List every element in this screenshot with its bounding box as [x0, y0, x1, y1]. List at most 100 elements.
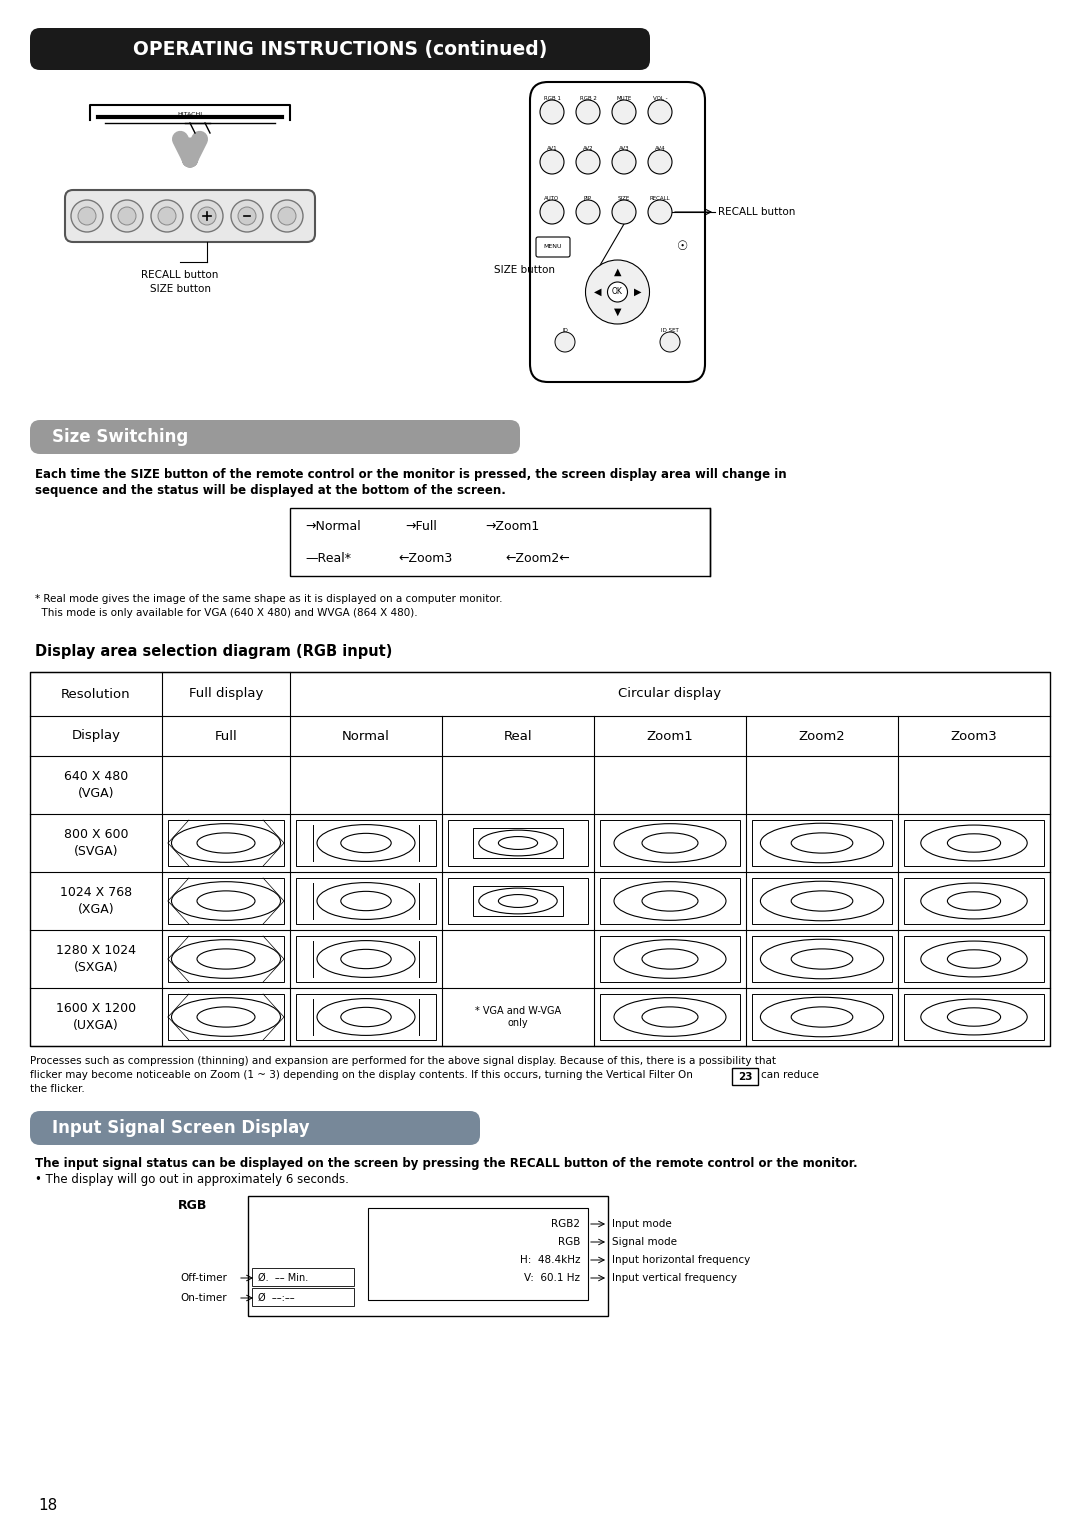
Text: HITACHI: HITACHI	[177, 113, 203, 118]
Text: VOL -: VOL -	[652, 96, 667, 101]
Text: ◀: ◀	[594, 287, 602, 296]
Text: AV1: AV1	[546, 147, 557, 151]
Text: sequence and the status will be displayed at the bottom of the screen.: sequence and the status will be displaye…	[35, 484, 505, 497]
Text: Display area selection diagram (RGB input): Display area selection diagram (RGB inpu…	[35, 643, 392, 659]
Text: H:  48.4kHz: H: 48.4kHz	[519, 1254, 580, 1265]
Circle shape	[576, 150, 600, 174]
FancyBboxPatch shape	[65, 189, 315, 241]
Text: ▼: ▼	[613, 307, 621, 316]
Text: Off-timer: Off-timer	[180, 1273, 227, 1284]
Text: →Normal: →Normal	[305, 520, 361, 532]
Text: ←Zoom2←: ←Zoom2←	[505, 552, 570, 564]
Bar	[600, 821, 740, 866]
Text: →Full: →Full	[405, 520, 437, 532]
Bar	[752, 879, 892, 924]
Bar	[473, 828, 563, 857]
Bar	[448, 879, 588, 924]
Circle shape	[191, 200, 222, 232]
Bar	[296, 995, 436, 1041]
Text: ID SET: ID SET	[661, 329, 679, 333]
Text: Ø.  –– Min.: Ø. –– Min.	[258, 1273, 308, 1284]
Circle shape	[118, 206, 136, 225]
Text: 1024 X 768
(XGA): 1024 X 768 (XGA)	[59, 886, 132, 915]
Text: ☉: ☉	[677, 240, 689, 254]
Text: OPERATING INSTRUCTIONS (continued): OPERATING INSTRUCTIONS (continued)	[133, 40, 548, 58]
Text: AV2: AV2	[583, 147, 593, 151]
Text: OK: OK	[612, 287, 623, 296]
Bar	[904, 995, 1044, 1041]
Circle shape	[585, 260, 649, 324]
Bar	[248, 1196, 608, 1316]
Text: • The display will go out in approximately 6 seconds.: • The display will go out in approximate…	[35, 1174, 349, 1186]
Text: Real: Real	[503, 729, 532, 743]
Text: Input horizontal frequency: Input horizontal frequency	[612, 1254, 751, 1265]
Bar	[600, 995, 740, 1041]
Bar	[168, 879, 284, 924]
Text: V:  60.1 Hz: V: 60.1 Hz	[524, 1273, 580, 1284]
Text: SIZE: SIZE	[618, 196, 630, 202]
Text: RGB 1: RGB 1	[543, 96, 561, 101]
Text: Zoom1: Zoom1	[647, 729, 693, 743]
Text: 1600 X 1200
(UXGA): 1600 X 1200 (UXGA)	[56, 1002, 136, 1031]
Text: —Real*: —Real*	[305, 552, 351, 564]
Text: SIZE button: SIZE button	[494, 264, 555, 275]
Text: ←Zoom3: ←Zoom3	[399, 552, 453, 564]
Bar	[296, 879, 436, 924]
Text: flicker may become noticeable on Zoom (1 ~ 3) depending on the display contents.: flicker may become noticeable on Zoom (1…	[30, 1070, 693, 1080]
Text: Full: Full	[215, 729, 238, 743]
Bar	[904, 937, 1044, 983]
Bar	[296, 937, 436, 983]
Circle shape	[158, 206, 176, 225]
Circle shape	[540, 99, 564, 124]
Text: can reduce: can reduce	[761, 1070, 819, 1080]
Text: Normal: Normal	[342, 729, 390, 743]
Circle shape	[612, 150, 636, 174]
Bar	[291, 507, 710, 576]
Text: Full display: Full display	[189, 688, 264, 700]
Text: RGB2: RGB2	[551, 1219, 580, 1229]
Circle shape	[278, 206, 296, 225]
Text: * Real mode gives the image of the same shape as it is displayed on a computer m: * Real mode gives the image of the same …	[35, 594, 502, 604]
Text: AV4: AV4	[654, 147, 665, 151]
Text: Resolution: Resolution	[62, 688, 131, 700]
Bar	[904, 821, 1044, 866]
Text: MENU: MENU	[543, 244, 563, 249]
Text: Ø  ––:––: Ø ––:––	[258, 1293, 295, 1303]
FancyBboxPatch shape	[252, 1268, 354, 1287]
Circle shape	[151, 200, 183, 232]
Bar	[30, 672, 1050, 1047]
FancyBboxPatch shape	[732, 1068, 758, 1085]
Text: On-timer: On-timer	[180, 1293, 227, 1303]
Circle shape	[71, 200, 103, 232]
Text: RECALL button: RECALL button	[141, 270, 218, 280]
Circle shape	[555, 332, 575, 351]
Bar	[168, 821, 284, 866]
Circle shape	[612, 200, 636, 225]
Bar	[904, 879, 1044, 924]
Circle shape	[78, 206, 96, 225]
Bar	[752, 821, 892, 866]
Circle shape	[540, 150, 564, 174]
Text: RGB: RGB	[557, 1238, 580, 1247]
Bar	[296, 821, 436, 866]
Text: Signal mode: Signal mode	[612, 1238, 677, 1247]
Text: Display: Display	[71, 729, 121, 743]
Text: SIZE button: SIZE button	[149, 284, 211, 293]
Text: RGB: RGB	[178, 1199, 207, 1212]
Text: RECALL: RECALL	[650, 196, 671, 202]
Circle shape	[612, 99, 636, 124]
FancyBboxPatch shape	[536, 237, 570, 257]
Text: Zoom2: Zoom2	[798, 729, 846, 743]
Circle shape	[576, 99, 600, 124]
Text: The input signal status can be displayed on the screen by pressing the RECALL bu: The input signal status can be displayed…	[35, 1157, 858, 1170]
Bar	[752, 995, 892, 1041]
Text: 23: 23	[738, 1071, 753, 1082]
Circle shape	[648, 200, 672, 225]
Bar	[168, 937, 284, 983]
Text: RECALL button: RECALL button	[718, 206, 795, 217]
Bar	[600, 879, 740, 924]
Text: Circular display: Circular display	[619, 688, 721, 700]
Text: MUTE: MUTE	[617, 96, 632, 101]
Text: ▶: ▶	[634, 287, 642, 296]
Text: PIP: PIP	[584, 196, 592, 202]
